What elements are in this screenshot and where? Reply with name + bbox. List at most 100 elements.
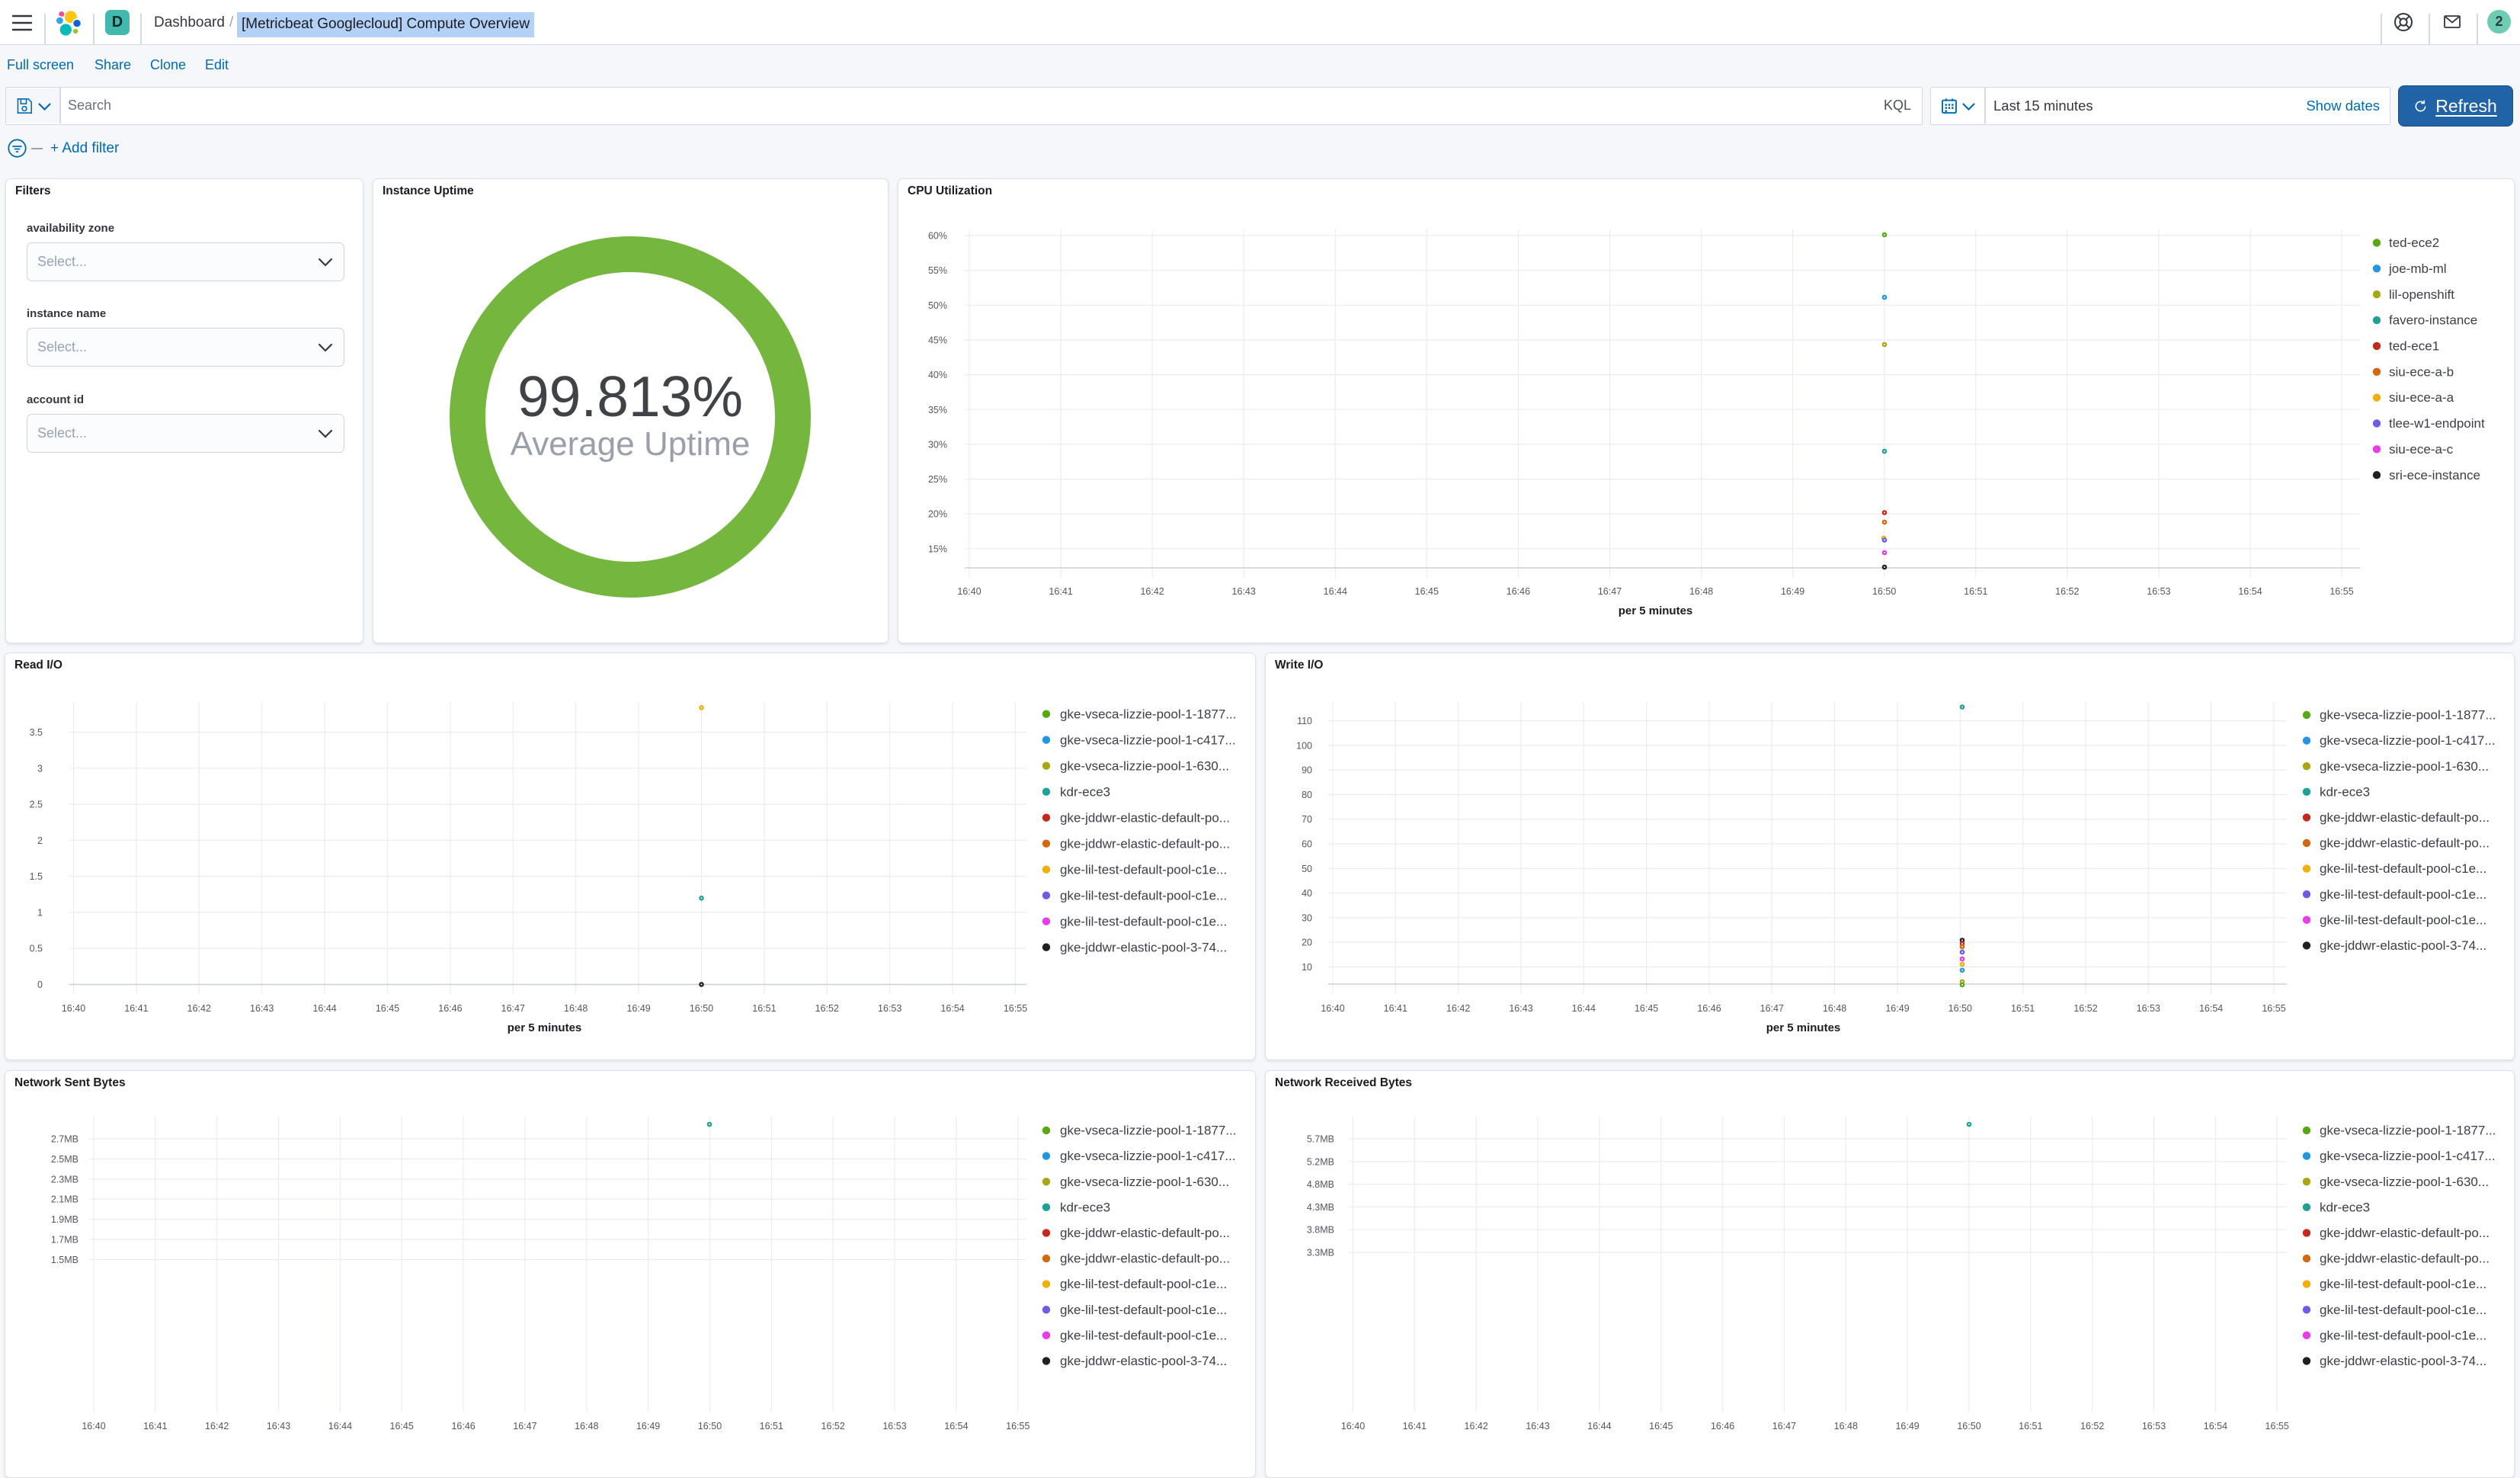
svg-text:siu-ece-a-b: siu-ece-a-b (2389, 364, 2454, 379)
svg-text:16:40: 16:40 (1341, 1421, 1365, 1432)
svg-text:16:41: 16:41 (1403, 1421, 1427, 1432)
svg-text:1.5MB: 1.5MB (51, 1255, 78, 1265)
svg-text:16:54: 16:54 (2204, 1421, 2227, 1432)
svg-text:16:41: 16:41 (1049, 586, 1072, 597)
svg-text:90: 90 (1302, 765, 1312, 776)
svg-text:16:51: 16:51 (760, 1421, 783, 1432)
svg-text:favero-instance: favero-instance (2389, 313, 2477, 328)
svg-text:5.2MB: 5.2MB (1307, 1156, 1334, 1167)
svg-text:16:48: 16:48 (1834, 1421, 1858, 1432)
svg-text:16:49: 16:49 (636, 1421, 660, 1432)
svg-text:0: 0 (37, 979, 43, 990)
svg-text:kdr-ece3: kdr-ece3 (1060, 1200, 1110, 1214)
svg-text:16:55: 16:55 (2262, 1003, 2285, 1014)
svg-text:16:43: 16:43 (267, 1421, 290, 1432)
svg-text:16:45: 16:45 (1415, 586, 1439, 597)
svg-text:16:52: 16:52 (821, 1421, 845, 1432)
svg-text:Average Uptime: Average Uptime (511, 425, 751, 463)
svg-text:1.5: 1.5 (30, 871, 43, 882)
svg-text:16:46: 16:46 (1711, 1421, 1734, 1432)
svg-text:16:52: 16:52 (815, 1003, 839, 1014)
svg-text:gke-vseca-lizzie-pool-1-c417..: gke-vseca-lizzie-pool-1-c417... (2320, 1149, 2496, 1163)
svg-text:3: 3 (37, 763, 43, 774)
svg-text:3.5: 3.5 (30, 727, 43, 738)
svg-text:100: 100 (1296, 740, 1312, 751)
svg-text:16:55: 16:55 (1006, 1421, 1029, 1432)
svg-text:gke-jddwr-elastic-default-po..: gke-jddwr-elastic-default-po... (1060, 810, 1230, 825)
svg-text:gke-jddwr-elastic-default-po..: gke-jddwr-elastic-default-po... (2320, 1252, 2490, 1266)
svg-text:16:48: 16:48 (575, 1421, 598, 1432)
svg-text:4.8MB: 4.8MB (1307, 1179, 1334, 1190)
svg-text:16:50: 16:50 (1948, 1003, 1972, 1014)
svg-text:16:47: 16:47 (1760, 1003, 1784, 1014)
svg-text:1: 1 (37, 907, 43, 918)
svg-text:20: 20 (1302, 938, 1312, 948)
svg-text:16:41: 16:41 (1384, 1003, 1407, 1014)
svg-text:16:46: 16:46 (1697, 1003, 1721, 1014)
svg-text:2.7MB: 2.7MB (51, 1134, 78, 1145)
svg-text:gke-lil-test-default-pool-c1e.: gke-lil-test-default-pool-c1e... (1060, 862, 1227, 877)
svg-text:16:54: 16:54 (940, 1003, 964, 1014)
svg-text:sri-ece-instance: sri-ece-instance (2389, 468, 2480, 483)
svg-text:40%: 40% (928, 370, 947, 380)
svg-text:16:41: 16:41 (143, 1421, 167, 1432)
svg-text:16:45: 16:45 (390, 1421, 414, 1432)
svg-text:gke-lil-test-default-pool-c1e.: gke-lil-test-default-pool-c1e... (1060, 1328, 1227, 1342)
svg-text:16:44: 16:44 (1572, 1003, 1596, 1014)
svg-text:16:48: 16:48 (1689, 586, 1713, 597)
svg-text:ted-ece1: ted-ece1 (2389, 339, 2439, 354)
svg-text:16:44: 16:44 (312, 1003, 336, 1014)
svg-text:gke-vseca-lizzie-pool-1-630...: gke-vseca-lizzie-pool-1-630... (2320, 759, 2489, 774)
svg-text:50%: 50% (928, 300, 947, 311)
svg-text:gke-lil-test-default-pool-c1e.: gke-lil-test-default-pool-c1e... (2320, 1328, 2486, 1342)
svg-text:joe-mb-ml: joe-mb-ml (2388, 261, 2447, 276)
svg-text:10: 10 (1302, 962, 1312, 973)
svg-text:4.3MB: 4.3MB (1307, 1202, 1334, 1213)
svg-text:16:42: 16:42 (187, 1003, 211, 1014)
svg-text:16:44: 16:44 (1587, 1421, 1611, 1432)
svg-text:16:54: 16:54 (944, 1421, 968, 1432)
svg-text:gke-lil-test-default-pool-c1e.: gke-lil-test-default-pool-c1e... (1060, 888, 1227, 903)
svg-text:16:53: 16:53 (882, 1421, 906, 1432)
svg-text:gke-vseca-lizzie-pool-1-1877..: gke-vseca-lizzie-pool-1-1877... (1060, 707, 1237, 721)
svg-text:gke-vseca-lizzie-pool-1-630...: gke-vseca-lizzie-pool-1-630... (1060, 1175, 1229, 1189)
svg-text:16:41: 16:41 (124, 1003, 148, 1014)
svg-text:2: 2 (37, 835, 43, 846)
svg-text:16:42: 16:42 (1465, 1421, 1488, 1432)
svg-text:25%: 25% (928, 474, 947, 485)
svg-text:gke-jddwr-elastic-default-po..: gke-jddwr-elastic-default-po... (2320, 836, 2490, 851)
svg-text:16:53: 16:53 (878, 1003, 901, 1014)
svg-text:60: 60 (1302, 839, 1312, 850)
svg-text:70: 70 (1302, 814, 1312, 825)
svg-text:gke-lil-test-default-pool-c1e.: gke-lil-test-default-pool-c1e... (2320, 1277, 2486, 1291)
svg-text:30: 30 (1302, 912, 1312, 923)
svg-text:gke-vseca-lizzie-pool-1-c417..: gke-vseca-lizzie-pool-1-c417... (1060, 733, 1236, 747)
svg-text:per 5 minutes: per 5 minutes (1766, 1021, 1841, 1034)
svg-text:0.5: 0.5 (30, 944, 43, 954)
svg-text:16:46: 16:46 (451, 1421, 475, 1432)
svg-text:16:49: 16:49 (1885, 1003, 1909, 1014)
svg-text:16:42: 16:42 (205, 1421, 229, 1432)
svg-text:16:40: 16:40 (1321, 1003, 1344, 1014)
svg-text:16:50: 16:50 (698, 1421, 722, 1432)
svg-text:16:52: 16:52 (2080, 1421, 2104, 1432)
svg-text:16:43: 16:43 (1232, 586, 1256, 597)
svg-text:16:50: 16:50 (1872, 586, 1896, 597)
svg-text:16:43: 16:43 (250, 1003, 274, 1014)
svg-text:16:47: 16:47 (1772, 1421, 1796, 1432)
svg-text:lil-openshift: lil-openshift (2389, 287, 2454, 302)
svg-text:16:55: 16:55 (2265, 1421, 2289, 1432)
svg-text:16:51: 16:51 (1964, 586, 1987, 597)
svg-text:2.1MB: 2.1MB (51, 1194, 78, 1205)
svg-text:gke-jddwr-elastic-pool-3-74...: gke-jddwr-elastic-pool-3-74... (1060, 1354, 1227, 1368)
svg-text:16:43: 16:43 (1526, 1421, 1549, 1432)
svg-text:5.7MB: 5.7MB (1307, 1134, 1334, 1145)
svg-text:16:55: 16:55 (1004, 1003, 1027, 1014)
svg-text:16:45: 16:45 (376, 1003, 399, 1014)
svg-text:gke-jddwr-elastic-pool-3-74...: gke-jddwr-elastic-pool-3-74... (2320, 938, 2486, 953)
svg-text:16:51: 16:51 (2019, 1421, 2042, 1432)
svg-text:16:53: 16:53 (2142, 1421, 2166, 1432)
svg-text:16:43: 16:43 (1509, 1003, 1532, 1014)
svg-text:16:50: 16:50 (690, 1003, 713, 1014)
svg-text:80: 80 (1302, 790, 1312, 800)
